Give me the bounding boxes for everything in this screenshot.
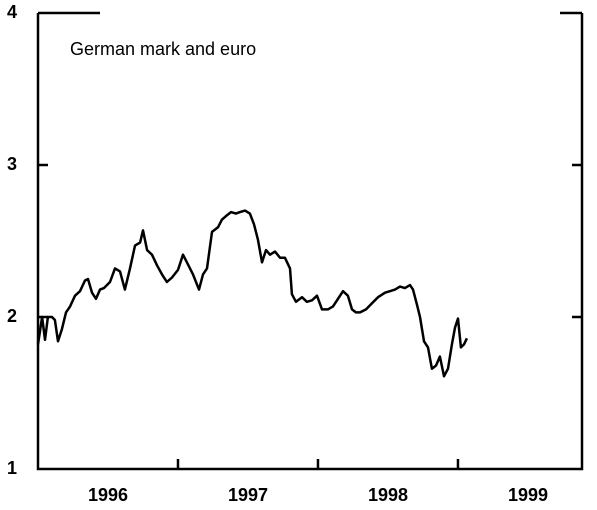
chart-title: German mark and euro (70, 39, 256, 59)
data-line (36, 209, 469, 378)
y-tick-label: 3 (7, 154, 17, 174)
x-tick-label: 1998 (368, 485, 408, 505)
x-tick-label: 1999 (508, 485, 548, 505)
axis-frame (36, 13, 584, 471)
y-tick-label: 2 (7, 306, 17, 326)
y-tick-label: 4 (7, 2, 17, 22)
y-tick-label: 1 (7, 458, 17, 478)
x-tick-label: 1997 (228, 485, 268, 505)
x-tick-label: 1996 (88, 485, 128, 505)
